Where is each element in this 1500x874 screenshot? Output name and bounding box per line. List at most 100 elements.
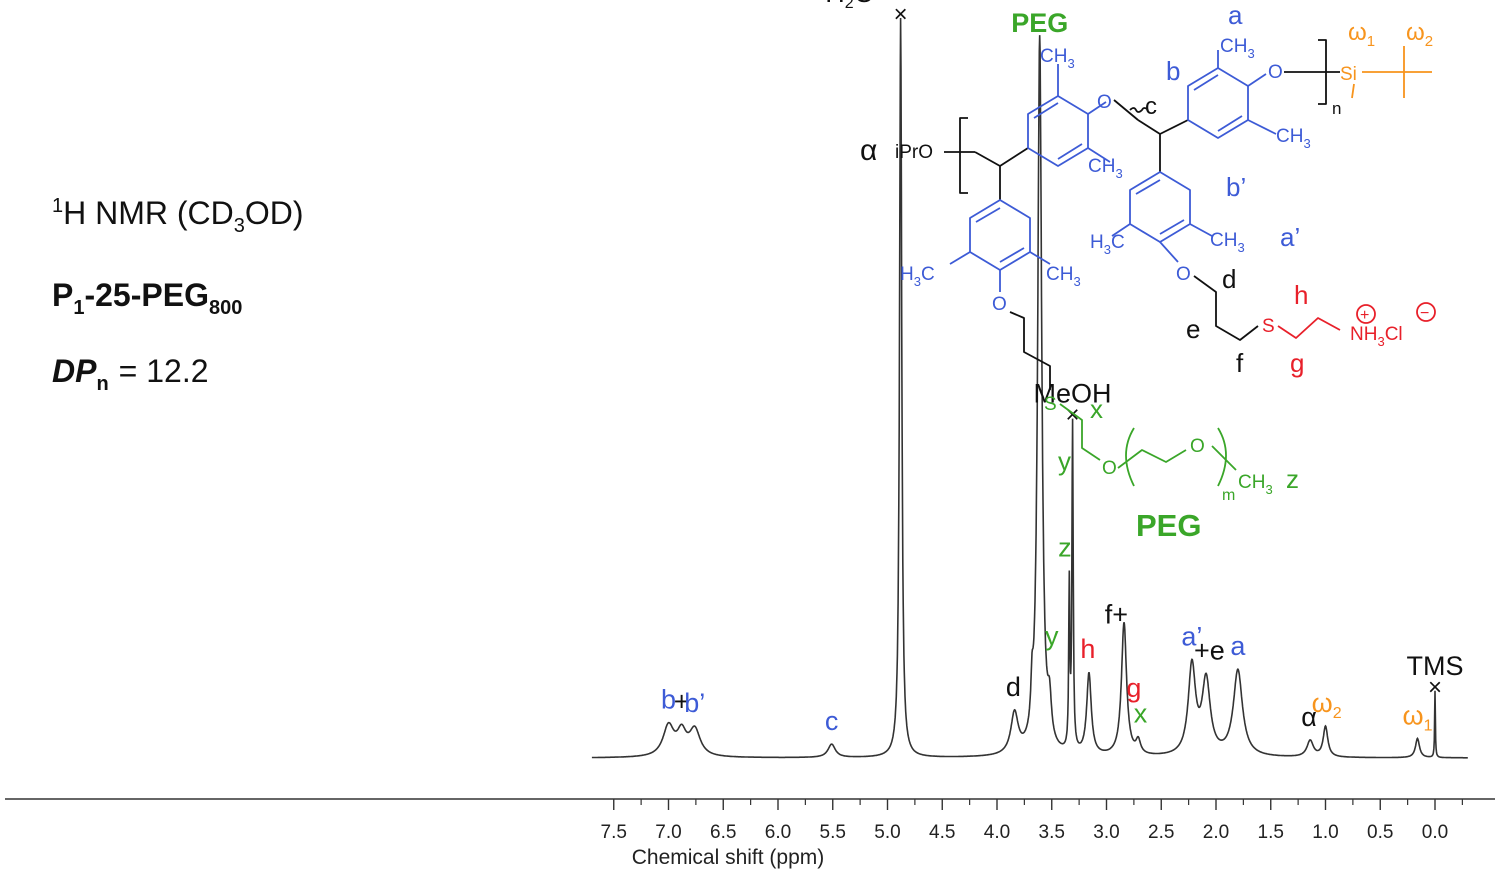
svg-text:d: d — [1222, 264, 1236, 294]
x-tick-label: 2.5 — [1148, 822, 1174, 843]
wavy-bond — [1129, 107, 1149, 113]
peak-label: ω1 — [1402, 700, 1432, 734]
peak-label: a’ — [1181, 621, 1202, 651]
svg-text:f: f — [1236, 348, 1244, 378]
ring-lower-2 — [1129, 171, 1191, 243]
x-tick-label: 7.0 — [655, 822, 681, 843]
svg-text:H3C: H3C — [900, 264, 935, 289]
svg-text:−: − — [1420, 305, 1429, 322]
info-block: 1H NMR (CD3OD) P1-25-PEG800 DPn = 12.2 — [52, 195, 304, 395]
svg-text:x: x — [1090, 394, 1103, 424]
svg-text:c: c — [1145, 93, 1157, 120]
nmr-sub: 3 — [234, 215, 245, 237]
x-axis-title: Chemical shift (ppm) — [632, 846, 825, 869]
svg-text:Si: Si — [1340, 64, 1357, 85]
plus-charge — [1356, 304, 1376, 324]
svg-text:CH3: CH3 — [1210, 230, 1245, 255]
x-tick-label: 5.0 — [874, 822, 900, 843]
svg-text:b: b — [1166, 56, 1180, 86]
x-tick-label: 0.0 — [1422, 822, 1448, 843]
svg-text:S: S — [1044, 394, 1057, 415]
ring-lower-1 — [969, 199, 1031, 271]
x-tick-label: 5.5 — [820, 822, 846, 843]
svg-text:O: O — [992, 294, 1007, 315]
x-axis-ticks — [613, 799, 1463, 810]
minus-charge — [1416, 302, 1436, 322]
svg-text:H3C: H3C — [1090, 232, 1125, 257]
peak-label: h — [1080, 634, 1095, 664]
svg-text:NH3Cl: NH3Cl — [1350, 324, 1403, 349]
svg-text:CH3: CH3 — [1220, 36, 1255, 61]
peak-label: z — [1058, 533, 1072, 563]
chemical-structure: α iPrO CH3 O CH3 c CH3 O CH3 a b n Si ω1… — [860, 0, 1436, 543]
right-bracket — [1318, 39, 1327, 105]
nmr-superscript: 1 — [52, 195, 63, 217]
ipro-label: iPrO — [895, 142, 933, 163]
ring-upper-1 — [1027, 95, 1089, 167]
svg-text:O: O — [1268, 62, 1283, 83]
polymer-name: P1-25-PEG800 — [52, 277, 242, 319]
x-tick-label: 2.0 — [1203, 822, 1229, 843]
svg-text:O: O — [1102, 458, 1117, 479]
svg-text:CH3: CH3 — [1276, 126, 1311, 151]
x-tick-label: 4.0 — [984, 822, 1010, 843]
svg-text:h: h — [1294, 280, 1308, 310]
peak-label: b’ — [684, 688, 705, 718]
svg-text:y: y — [1058, 446, 1071, 476]
svg-text:ω2: ω2 — [1406, 19, 1433, 50]
peak-label: PEG — [1011, 8, 1068, 38]
degree-of-polymerization: DPn = 12.2 — [52, 353, 209, 395]
peak-label: x — [1134, 699, 1148, 729]
backbone-bond-1 — [974, 147, 1029, 200]
svg-text:a’: a’ — [1280, 222, 1300, 252]
peak-label: H2O — [825, 0, 874, 12]
svg-text:CH3: CH3 — [1040, 46, 1075, 71]
peak-label: α — [1301, 702, 1317, 732]
svg-text:O: O — [1176, 264, 1191, 285]
svg-text:b’: b’ — [1226, 172, 1246, 202]
x-tick-label: 7.5 — [601, 822, 627, 843]
peak-label: ω2 — [1312, 688, 1342, 722]
peg-linker — [1009, 311, 1051, 390]
x-tick-label: 6.5 — [710, 822, 736, 843]
peak-label: c — [825, 706, 839, 736]
nmr-solvent-label: 1H NMR (CD3OD) — [52, 195, 304, 237]
x-tick-label: 1.5 — [1258, 822, 1284, 843]
peak-label: a — [1230, 631, 1246, 661]
x-tick-label: 3.0 — [1093, 822, 1119, 843]
svg-text:a: a — [1228, 0, 1243, 30]
x-tick-label: 1.0 — [1312, 822, 1338, 843]
tbs-group — [1351, 46, 1432, 99]
svg-text:CH3: CH3 — [1046, 264, 1081, 289]
alpha-label: α — [860, 134, 877, 167]
peak-label: MeOH — [1034, 379, 1112, 409]
svg-text:e: e — [1186, 314, 1200, 344]
svg-text:ω1: ω1 — [1348, 19, 1375, 50]
svg-text:O: O — [1097, 92, 1112, 113]
svg-text:+: + — [1360, 307, 1369, 324]
spectrum-trace — [591, 17, 1468, 759]
amine-linker — [1193, 275, 1259, 341]
peak-label: f+ — [1105, 599, 1128, 629]
peak-label: d — [1006, 672, 1021, 702]
svg-text:m: m — [1222, 487, 1235, 504]
backbone-bond-2 — [1137, 119, 1189, 172]
svg-text:CH3: CH3 — [1088, 156, 1123, 181]
peak-label: + — [674, 686, 690, 716]
svg-text:CH3: CH3 — [1238, 472, 1273, 497]
peak-label: b — [661, 685, 676, 715]
peg-repeat — [1117, 445, 1237, 471]
solvent-marker: × — [1066, 402, 1080, 429]
svg-text:PEG: PEG — [1136, 508, 1201, 543]
svg-text:n: n — [1332, 99, 1341, 118]
solvent-marker: × — [894, 1, 908, 28]
svg-text:z: z — [1286, 464, 1299, 494]
x-tick-label: 4.5 — [929, 822, 955, 843]
svg-text:O: O — [1190, 436, 1205, 457]
x-tick-label: 0.5 — [1367, 822, 1393, 843]
x-tick-label: 6.0 — [765, 822, 791, 843]
solvent-marker: × — [1428, 674, 1442, 701]
left-bracket — [959, 117, 968, 194]
